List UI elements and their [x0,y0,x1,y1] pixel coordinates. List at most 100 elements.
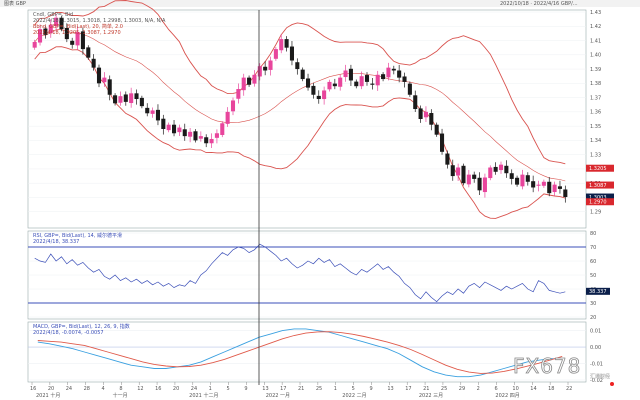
rsi-tag: 38.337 [586,287,610,295]
candle-body [204,137,209,144]
x-month-label: 十一月 [113,392,128,399]
candle-body [80,31,85,50]
candle-body [182,129,187,137]
candle-body [306,78,311,88]
candle-body [188,131,193,137]
x-tick-label: 24 [191,386,197,392]
candle-body [75,31,80,46]
candle-body [407,83,412,95]
macd-panel[interactable] [27,321,587,383]
x-tick-label: 13 [387,386,393,392]
candle-body [434,124,439,135]
candle-body [391,68,396,71]
price-tick-label: 1.29 [590,210,601,216]
rsi-tick-label: 60 [590,259,596,265]
candle-body [311,85,316,95]
price-tick-label: 1.35 [590,124,601,130]
rsi-legend-line1: RSI, GBP=, Bid(Last), 14, 威尔德平滑 [33,232,122,239]
price-tag [586,181,614,189]
macd-lines [37,328,563,378]
x-tick-label: 20 [48,386,54,392]
candle-body [59,17,64,30]
candle-body [327,81,332,90]
macd-series-line [37,328,563,378]
candle-body [177,127,182,133]
candle-body [466,174,471,185]
x-tick-label: 1 [334,386,337,392]
candle-body [284,39,289,48]
x-month-label: 2021 十二月 [189,392,218,399]
macd-tick-label: -0.01 [590,361,603,367]
x-axis: 16 20 24 28 4 8 12 16 20 24 1 5 9 13 17 21 25 1 5 9 13 17 21 25… [30,382,572,399]
x-month-label: 2022 四月 [495,393,519,399]
candle-body [418,108,423,119]
candle-body [445,153,450,165]
price-tick-label: 1.40 [590,53,601,59]
macd-legend-line2: 2022/4/18, -0.0074, -0.0057 [33,330,104,336]
candle-body [300,69,305,80]
candle-body [359,76,364,87]
candle-body [134,93,139,100]
candle-body [161,118,166,129]
rsi-tag-label: 38.337 [589,289,607,295]
candle-body [364,75,370,82]
candle-body [525,175,530,182]
candle-body [423,111,428,118]
candle-body [113,95,118,104]
price-gridlines [28,11,586,212]
candle-body [172,124,177,134]
candle-body [477,177,482,191]
macd-tick-label: 0.00 [590,345,601,351]
x-tick-label: 22 [566,386,572,392]
main-legend-line4: 2022/4/18, 1.3205, 1.3087, 1.2970 [33,30,121,36]
candle-body [370,83,375,85]
candle-body [557,186,562,189]
candle-body [118,96,123,103]
candle-body [509,173,514,179]
candle-body [381,74,386,80]
price-tag-label: 1.3205 [589,166,607,172]
candle-body [166,124,171,131]
candle-body [386,67,391,78]
price-tick-label: 1.34 [590,138,601,144]
x-tick-label: 24 [66,386,72,392]
macd-gridlines [28,330,586,381]
candle-body [129,93,134,104]
price-panel[interactable] [27,9,587,229]
candle-body [440,133,445,152]
x-tick-label: 18 [548,386,554,392]
x-tick-label: 25 [441,386,447,392]
candles [32,13,568,203]
candle-body [295,62,300,70]
x-tick-label: 14 [530,386,536,392]
candle-body [552,184,557,193]
macd-tick-label: 0.01 [590,328,601,334]
macd-axis: 0.01 0.00 -0.01 -0.02 [590,328,603,383]
macd-signal-line [37,331,563,374]
x-tick-label: 10 [512,386,518,392]
candle-body [472,174,477,179]
price-tick-label: 1.36 [590,110,601,116]
candle-body [289,46,294,61]
price-tick-label: 1.39 [590,67,601,73]
candle-body [220,123,225,135]
rsi-legend-line2: 2022/4/18, 38.337 [33,239,79,245]
candle-body [150,110,155,114]
candle-body [70,40,75,45]
candle-body [504,165,509,174]
candle-body [354,81,359,87]
x-tick-label: 28 [84,386,90,392]
x-tick-label: 13 [262,386,268,392]
candle-body [456,167,461,176]
candle-body [86,47,91,58]
candle-body [230,100,236,112]
x-month-label: 2021 十月 [36,392,60,399]
candle-body [531,181,536,188]
x-tick-label: 21 [423,386,429,392]
rsi-axis: 80706050403020 [590,231,596,321]
rsi-tick-label: 50 [590,273,596,279]
main-legend-line1: Cndl, GBP=, Bid [33,12,73,18]
candle-body [123,94,128,102]
candle-body [450,165,455,177]
